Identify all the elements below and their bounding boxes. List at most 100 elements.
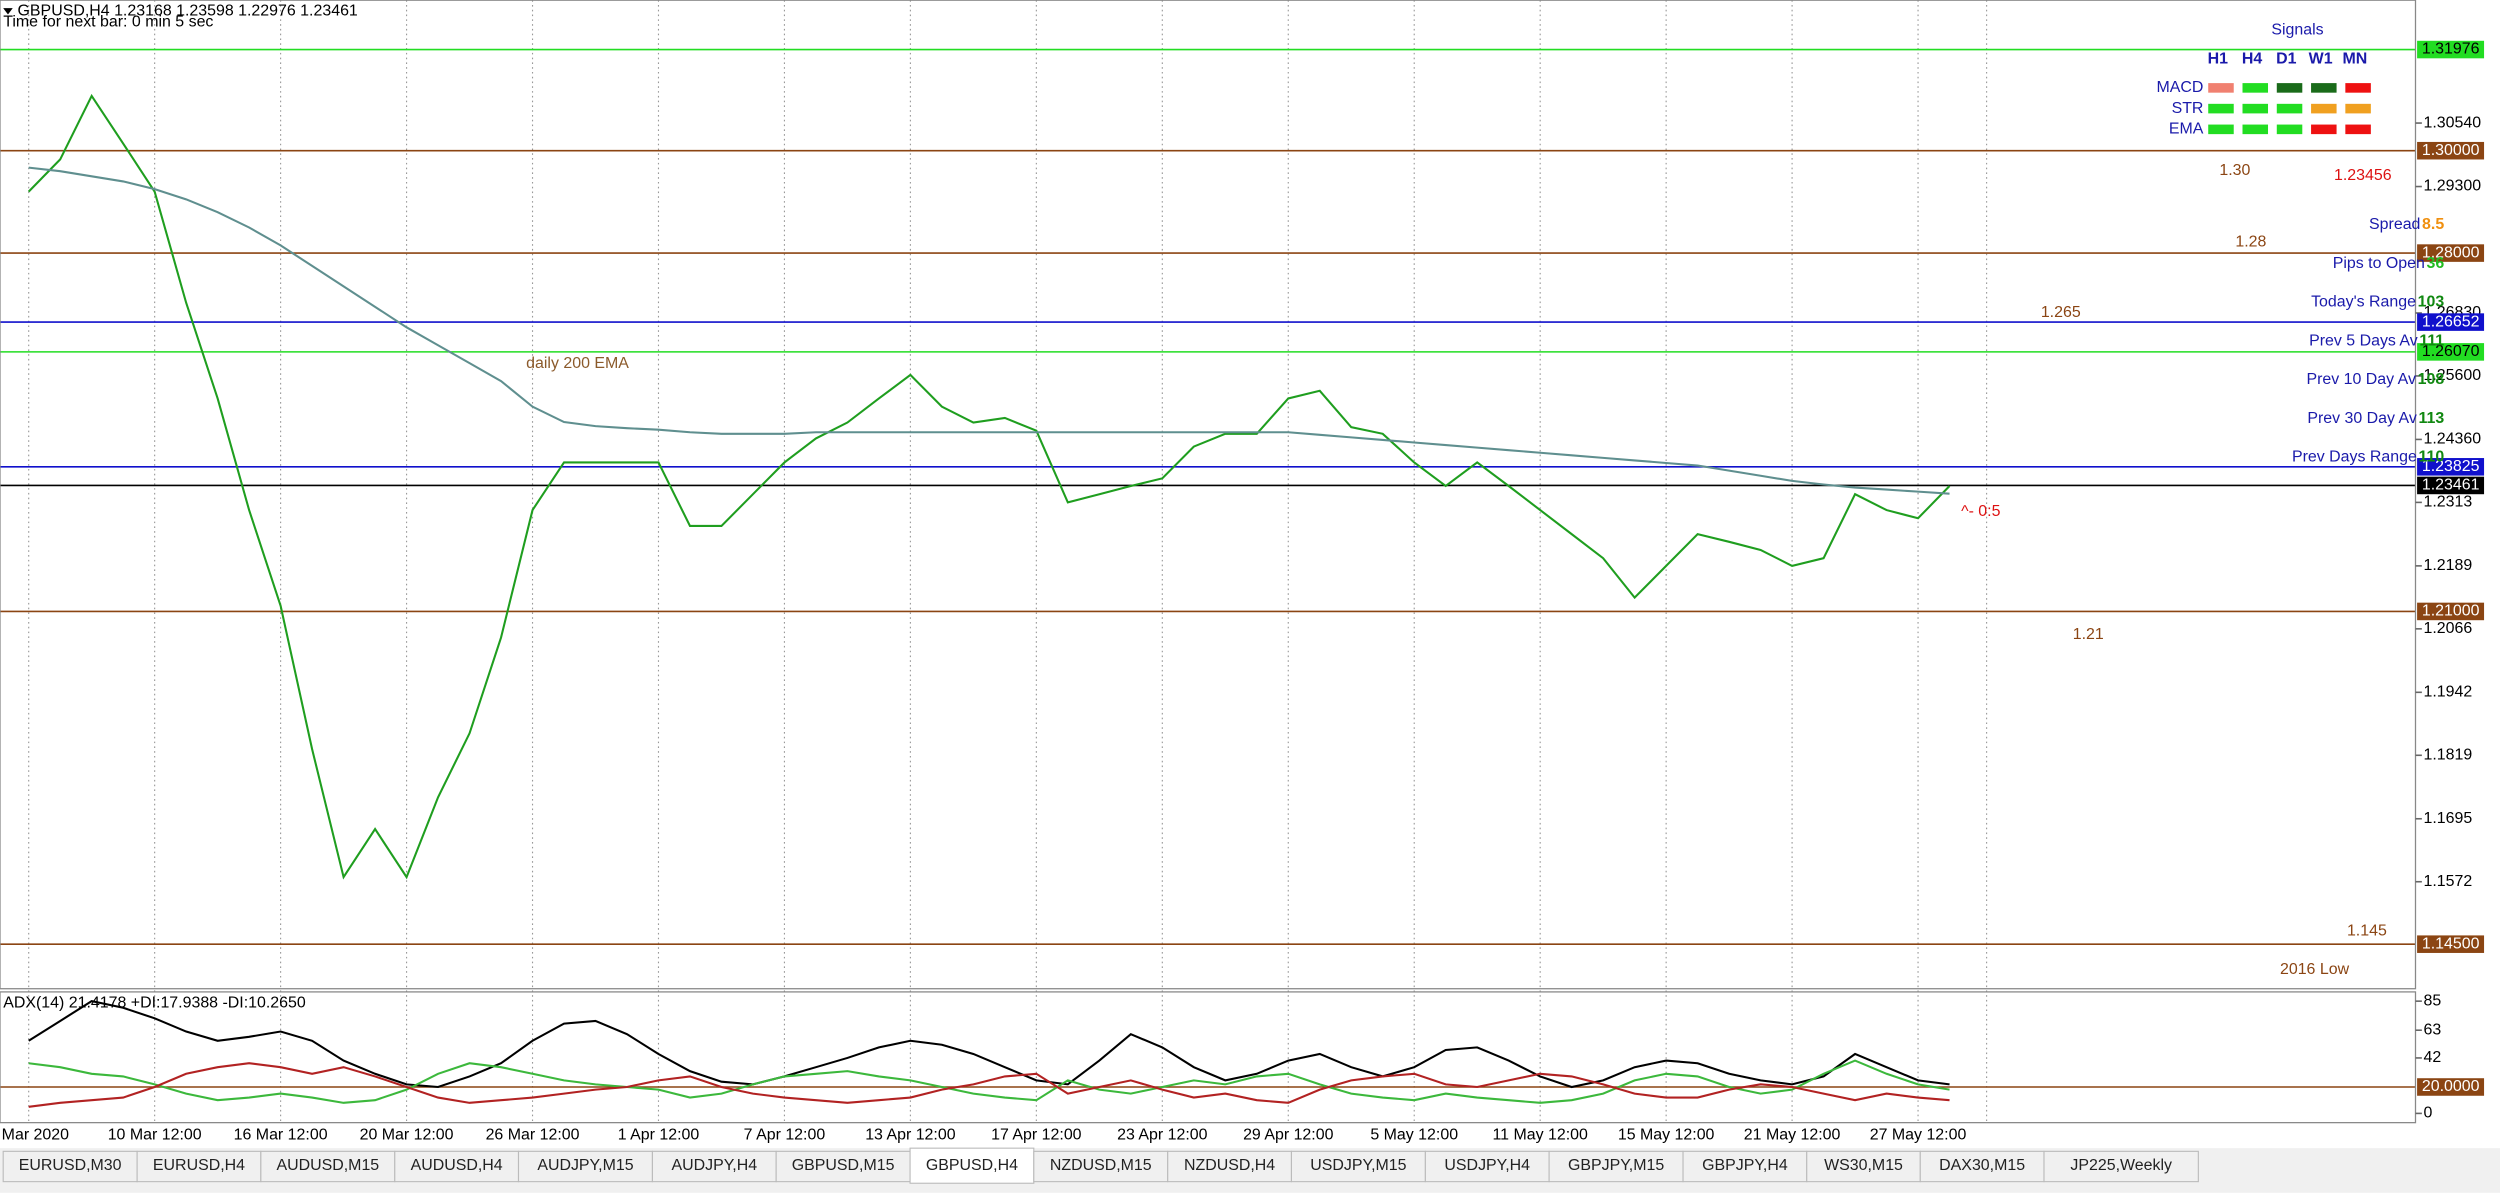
y-tick-label: 1.1819 [2423,746,2472,763]
signal-row: STR [2172,100,2204,117]
level-label: 1.26652 [2422,313,2480,330]
tab[interactable] [1806,1150,1921,1183]
tab-label: AUDJPY,H4 [671,1157,757,1174]
stat-label: Prev 10 Day Av [2306,371,2416,388]
stat-label: Prev Days Range [2292,449,2417,466]
level-box [2417,476,2485,495]
annotation: 1.21 [2073,626,2104,643]
level-label: 1.28000 [2422,244,2480,261]
series-line [28,166,1950,495]
series-line [28,1059,1950,1104]
signal-cell [2208,83,2234,93]
x-tick-label: 7 Apr 12:00 [744,1127,826,1144]
level-label: 1.30000 [2422,142,2480,159]
tab-label: GBPUSD,H4 [926,1157,1018,1174]
series-line [27,93,1951,880]
tab[interactable] [2,1150,138,1183]
level-label: 1.21000 [2422,603,2480,620]
price-display: 1.23456 [2334,167,2392,184]
signal-cell [2311,124,2337,135]
x-tick-label: 16 Mar 12:00 [234,1127,328,1144]
y-tick-label: 63 [2423,1021,2441,1038]
y-tick-label: 1.30540 [2423,114,2481,131]
x-tick-label: 15 May 12:00 [1618,1127,1715,1144]
level-box [2417,602,2485,621]
tab-label: JP225,Weekly [2070,1157,2172,1174]
x-tick-label: 26 Mar 12:00 [486,1127,580,1144]
x-tick-label: 5 May 12:00 [1370,1127,1458,1144]
indicator-title: ADX(14) 21.4178 +DI:17.9388 -DI:10.2650 [3,994,306,1011]
x-tick-label: 17 Apr 12:00 [991,1127,1082,1144]
y-tick-label: 1.29300 [2423,178,2481,195]
annotation: 2016 Low [2280,961,2350,978]
x-tick-label: 20 Mar 12:00 [360,1127,454,1144]
x-tick-label: 11 May 12:00 [1492,1127,1588,1144]
x-tick-label: 29 Apr 12:00 [1243,1127,1334,1144]
signal-cell [2345,83,2371,93]
signal-cell [2208,124,2234,135]
tab[interactable] [1167,1150,1293,1183]
stat-label: Prev 30 Day Av [2307,410,2417,427]
stat-label: Spread [2369,216,2420,233]
level-box [2417,1078,2485,1096]
level-box [2417,244,2485,262]
signal-cell [2276,103,2303,114]
tab-label: GBPJPY,H4 [1702,1157,1788,1174]
signal-cell [2242,124,2269,135]
tab-label: AUDJPY,M15 [537,1157,633,1174]
signal-cell [2345,103,2371,114]
tab[interactable] [394,1150,520,1183]
tab-label: EURUSD,H4 [153,1157,245,1174]
tab-label: USDJPY,H4 [1444,1157,1530,1174]
stat-label: Today's Range [2311,294,2416,311]
level-box [2417,458,2485,476]
collapse-arrow[interactable] [3,8,13,15]
y-tick-label: 1.24360 [2423,431,2481,448]
tab-label: EURUSD,M30 [19,1157,122,1174]
stat-value: 111 [2419,332,2444,349]
x-tick-label: 13 Apr 12:00 [865,1127,956,1144]
stat-value: 110 [2418,449,2444,466]
signal-row: EMA [2169,121,2204,138]
main-frame [0,0,2417,990]
y-tick-label: 1.2313 [2423,494,2472,511]
signals-title: Signals [2271,22,2323,39]
tab[interactable] [1033,1150,1169,1183]
signal-cell [2276,124,2303,135]
signal-column: W1 [2309,50,2333,67]
level-box [2417,141,2485,160]
y-tick-label: 1.1942 [2423,684,2472,701]
tab[interactable] [1548,1150,1684,1183]
annotation: 1.145 [2347,923,2387,940]
stat-value: 103 [2418,294,2445,311]
stat-value: 113 [2418,410,2444,427]
annotation: 1.30 [2219,162,2250,179]
tab[interactable] [260,1150,396,1183]
tab[interactable] [775,1150,911,1183]
stat-value: 36 [2426,255,2444,272]
tab-label: NZDUSD,M15 [1050,1157,1152,1174]
tab[interactable] [1919,1150,2045,1183]
y-tick-label: 1.2066 [2423,620,2472,637]
annotation: 1.28 [2235,234,2266,251]
y-tick-label: 1.1572 [2423,873,2472,890]
level-box [2417,935,2485,953]
annotation: daily 200 EMA [526,355,629,372]
x-tick-label: 21 May 12:00 [1744,1127,1841,1144]
level-label: 1.26070 [2422,343,2480,360]
tab-label: AUDUSD,M15 [276,1157,379,1174]
stat-label: Pips to Open [2333,255,2425,272]
level-label: 20.0000 [2422,1078,2480,1095]
level-label: 1.23825 [2422,458,2480,475]
tab[interactable] [909,1147,1035,1184]
level-box [2417,343,2485,361]
tab[interactable] [2043,1150,2199,1183]
tab-label: AUDUSD,H4 [411,1157,503,1174]
chart-area: 4 Mar 2020 10 Mar 12:00 16 Mar 12:00 20 Mar… [0,0,2416,1144]
signal-cell [2311,103,2337,114]
stat-value: 108 [2418,371,2445,388]
level-box [2417,40,2485,59]
tab[interactable] [1424,1150,1550,1183]
y-tick-label: 42 [2423,1049,2441,1066]
